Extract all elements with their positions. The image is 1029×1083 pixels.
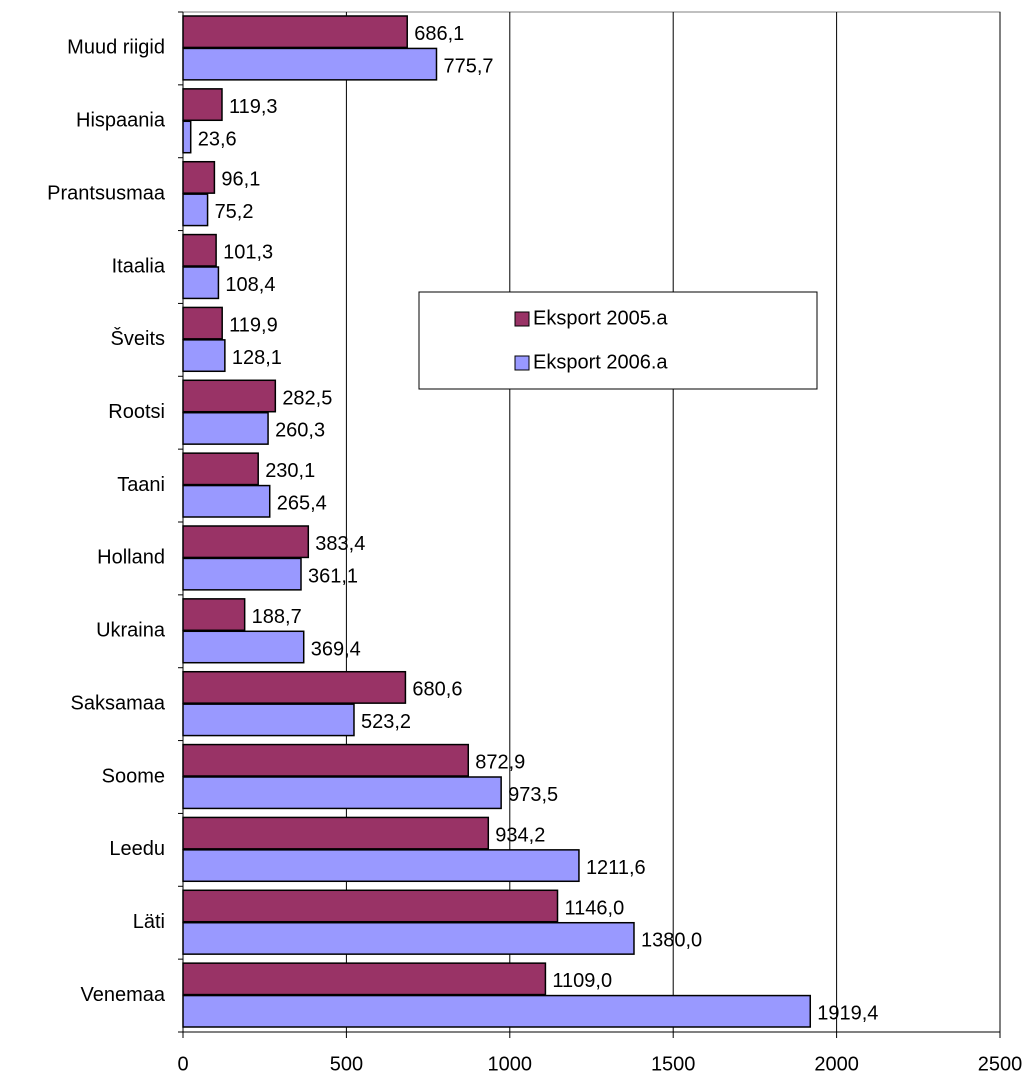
value-label: 383,4 xyxy=(315,533,365,555)
bar xyxy=(182,816,490,850)
y-tick-label: Holland xyxy=(97,547,165,569)
legend-label: Eksport 2005.a xyxy=(533,307,668,329)
x-tick-label: 500 xyxy=(330,1053,363,1075)
value-label: 128,1 xyxy=(232,347,282,369)
bar xyxy=(182,411,269,445)
value-label: 230,1 xyxy=(265,460,315,482)
value-label: 369,4 xyxy=(311,638,361,660)
bar xyxy=(182,484,271,518)
legend-swatch xyxy=(514,355,530,371)
y-tick-label: Leedu xyxy=(109,838,165,860)
y-tick-label: Ukraina xyxy=(96,620,166,642)
x-tick-label: 2500 xyxy=(978,1053,1023,1075)
bar xyxy=(182,266,220,300)
bar xyxy=(182,889,559,923)
value-label: 1146,0 xyxy=(565,897,625,919)
bar xyxy=(182,703,355,737)
value-label: 188,7 xyxy=(252,606,302,628)
y-tick-label: Soome xyxy=(102,765,165,787)
bar xyxy=(182,88,223,122)
value-label: 523,2 xyxy=(361,711,411,733)
value-label: 282,5 xyxy=(282,387,332,409)
bar xyxy=(182,233,217,267)
value-label: 75,2 xyxy=(215,201,254,223)
x-tick-label: 2000 xyxy=(814,1053,859,1075)
y-tick-label: Saksamaa xyxy=(71,692,166,714)
value-label: 872,9 xyxy=(475,752,525,774)
legend-swatch xyxy=(514,311,530,327)
bar xyxy=(182,160,216,194)
bar xyxy=(182,849,580,883)
y-tick-label: Hispaania xyxy=(76,110,166,132)
bar xyxy=(182,15,408,49)
legend-label: Eksport 2006.a xyxy=(533,351,668,373)
value-label: 101,3 xyxy=(223,242,273,264)
value-label: 1109,0 xyxy=(552,970,612,992)
bar xyxy=(182,670,407,704)
bar xyxy=(182,776,502,810)
value-label: 934,2 xyxy=(495,824,545,846)
value-label: 686,1 xyxy=(414,23,464,45)
y-tick-label: Venemaa xyxy=(80,984,165,1006)
bar xyxy=(182,339,226,373)
x-tick-label: 1500 xyxy=(651,1053,696,1075)
legend-box xyxy=(418,291,818,390)
x-tick-label: 0 xyxy=(177,1053,188,1075)
y-tick-label: Prantsusmaa xyxy=(47,182,166,204)
bar xyxy=(182,921,635,955)
value-label: 23,6 xyxy=(198,128,237,150)
y-tick-label: Šveits xyxy=(111,327,165,350)
value-label: 1211,6 xyxy=(586,857,646,879)
bar xyxy=(182,598,246,632)
y-tick-label: Taani xyxy=(117,474,165,496)
bar xyxy=(182,994,812,1028)
bar xyxy=(182,962,547,996)
value-label: 119,3 xyxy=(229,96,278,118)
y-tick-label: Muud riigid xyxy=(67,37,165,59)
y-tick-label: Läti xyxy=(133,911,165,933)
bar xyxy=(182,379,277,413)
value-label: 1380,0 xyxy=(641,930,702,952)
y-tick-label: Rootsi xyxy=(108,401,165,423)
value-label: 680,6 xyxy=(412,679,462,701)
bar xyxy=(182,743,470,777)
bar xyxy=(182,557,302,591)
bar xyxy=(182,306,223,340)
value-label: 119,9 xyxy=(229,314,278,336)
value-label: 361,1 xyxy=(308,565,358,587)
value-label: 108,4 xyxy=(225,274,275,296)
value-label: 1919,4 xyxy=(817,1003,878,1025)
bar xyxy=(182,452,259,486)
bar xyxy=(182,47,438,81)
value-label: 96,1 xyxy=(221,169,260,191)
value-label: 973,5 xyxy=(508,784,558,806)
bar xyxy=(182,193,209,227)
bar xyxy=(182,630,305,664)
bar xyxy=(182,120,192,154)
value-label: 265,4 xyxy=(277,493,327,515)
bar xyxy=(182,525,310,559)
value-label: 260,3 xyxy=(275,420,325,442)
x-tick-label: 1000 xyxy=(488,1053,533,1075)
value-label: 775,7 xyxy=(443,55,493,77)
y-tick-label: Itaalia xyxy=(112,255,166,277)
